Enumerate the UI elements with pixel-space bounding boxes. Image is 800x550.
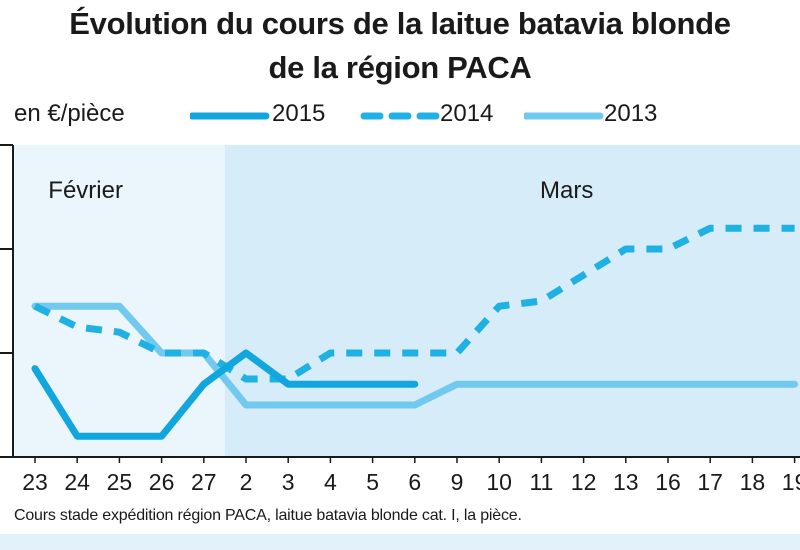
y-unit-label: en €/pièce <box>14 100 125 127</box>
x-tick-label: 26 <box>149 469 175 495</box>
x-tick-label: 2 <box>240 469 253 495</box>
month-label: Mars <box>540 177 593 204</box>
legend-item-2013: 2013 <box>524 100 684 132</box>
x-tick-label: 6 <box>408 469 421 495</box>
chart-title: Évolution du cours de la laitue batavia … <box>0 2 800 90</box>
legend-label-2013: 2013 <box>604 100 658 127</box>
series-line-2015 <box>31 349 419 440</box>
x-tick-label: 4 <box>324 469 337 495</box>
chart-title-line-1: Évolution du cours de la laitue batavia … <box>69 6 731 41</box>
legend-swatch-2014 <box>360 112 440 120</box>
x-tick-label: 23 <box>22 469 48 495</box>
month-label: Février <box>48 177 123 204</box>
x-tick-label: 5 <box>366 469 379 495</box>
legend-swatch-2013 <box>524 112 604 120</box>
x-tick-label: 3 <box>282 469 295 495</box>
legend-label-2014: 2014 <box>440 100 494 127</box>
series-line-2013 <box>31 302 799 409</box>
legend-item-2014: 2014 <box>360 100 520 132</box>
bottom-band <box>0 534 800 550</box>
legend-label-2015: 2015 <box>272 100 326 127</box>
x-tick-label: 10 <box>486 469 512 495</box>
x-tick-label: 18 <box>740 469 766 495</box>
source-note: Cours stade expédition région PACA, lait… <box>14 507 522 524</box>
x-tick-label: 12 <box>571 469 597 495</box>
x-tick-label: 9 <box>451 469 464 495</box>
x-tick-label: 11 <box>529 469 553 495</box>
x-tick-label: 24 <box>64 469 90 495</box>
legend-item-2015: 2015 <box>190 100 350 132</box>
chart-title-line-2: de la région PACA <box>268 50 532 85</box>
month-band <box>224 145 800 457</box>
x-tick-label: 16 <box>655 469 681 495</box>
series-line-2014 <box>33 224 795 383</box>
x-tick-label: 25 <box>107 469 133 495</box>
x-tick-label: 17 <box>697 469 723 495</box>
x-tick-label: 19 <box>782 469 800 495</box>
x-tick-label: 27 <box>191 469 217 495</box>
x-tick-label: 13 <box>613 469 639 495</box>
legend-swatch-2015 <box>190 112 270 120</box>
